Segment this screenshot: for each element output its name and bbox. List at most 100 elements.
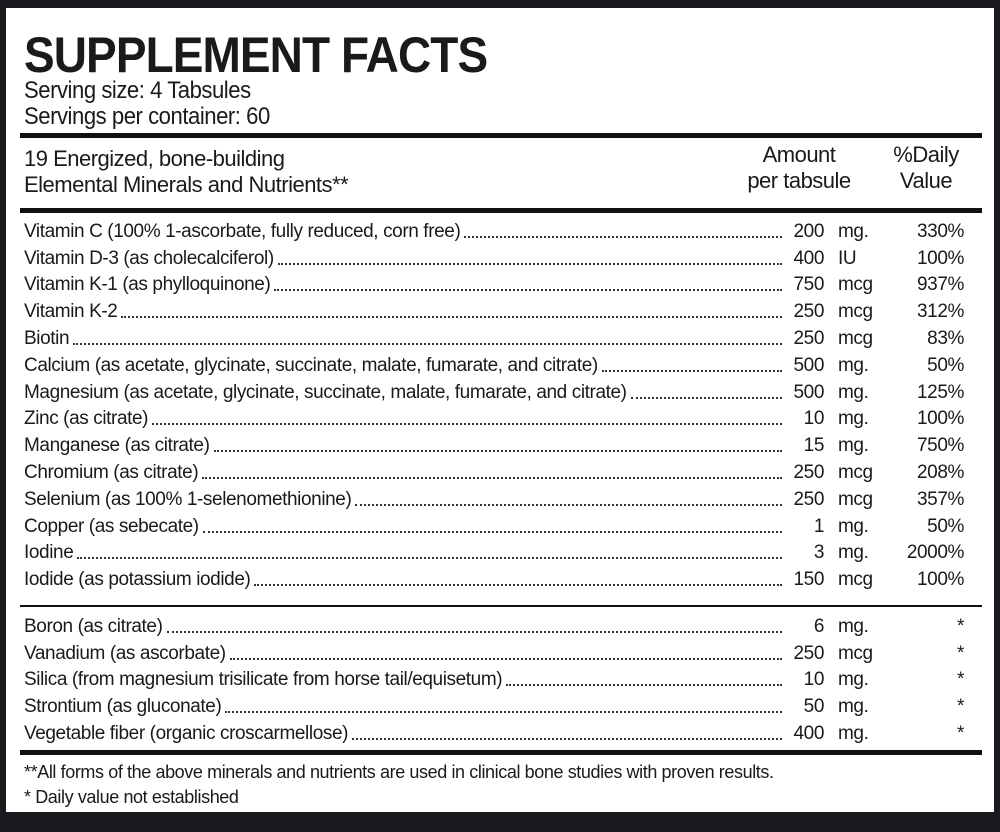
daily-value: 357%	[917, 488, 964, 510]
unit: mcg	[838, 461, 873, 483]
supplement-facts-panel: SUPPLEMENT FACTS Serving size: 4 Tabsule…	[6, 8, 994, 812]
unit: mg.	[838, 615, 869, 637]
nutrient-name: Selenium (as 100% 1-selenomethionine)	[24, 488, 352, 510]
daily-value: *	[957, 722, 964, 744]
dot-leader	[274, 289, 782, 292]
nutrient-name: Vitamin K-1 (as phylloquinone)	[24, 274, 271, 296]
dot-leader	[202, 530, 782, 533]
amount: 400	[793, 247, 824, 269]
unit: mg.	[838, 542, 869, 564]
daily-value: 100%	[917, 569, 964, 591]
unit: mg.	[838, 381, 869, 403]
dot-leader	[166, 630, 782, 633]
header-description: 19 Energized, bone-building Elemental Mi…	[24, 146, 349, 198]
nutrient-row: Vanadium (as ascorbate) 250 mcg *	[24, 638, 964, 665]
dot-leader	[352, 737, 782, 740]
unit: mg.	[838, 696, 869, 718]
daily-value: *	[957, 669, 964, 691]
header-dv-line: Value	[899, 168, 953, 193]
nutrient-row: Calcium (as acetate, glycinate, succinat…	[24, 350, 964, 377]
dot-leader	[73, 342, 782, 345]
unit: mcg	[838, 274, 873, 296]
daily-value: *	[957, 615, 964, 637]
nutrient-row: Iodide (as potassium iodide) 150 mcg 100%	[24, 564, 964, 591]
unit: mg.	[838, 354, 869, 376]
daily-value: 312%	[917, 301, 964, 323]
dot-leader	[152, 423, 782, 426]
daily-value: *	[957, 642, 964, 664]
daily-value: 2000%	[906, 542, 965, 564]
nutrient-name: Manganese (as citrate)	[24, 435, 210, 457]
dot-leader	[355, 503, 782, 506]
amount: 250	[793, 301, 824, 323]
footnote-daily-value: * Daily value not established	[24, 787, 239, 807]
servings-per-container: Servings per container: 60	[24, 103, 270, 130]
amount: 6	[813, 615, 825, 637]
nutrient-row: Strontium (as gluconate) 50 mg. *	[24, 691, 964, 718]
nutrient-row: Manganese (as citrate) 15 mg. 750%	[24, 430, 964, 457]
nutrient-row: Boron (as citrate) 6 mg. *	[24, 611, 964, 638]
daily-value: 125%	[917, 381, 964, 403]
unit: mcg	[838, 301, 873, 323]
divider-thin	[20, 605, 982, 607]
amount: 500	[793, 354, 824, 376]
footnote-forms: **All forms of the above minerals and nu…	[24, 762, 774, 782]
dot-leader	[229, 657, 782, 660]
nutrient-row: Copper (as sebecate) 1 mg. 50%	[24, 511, 964, 538]
amount: 250	[793, 461, 824, 483]
daily-value: *	[957, 696, 964, 718]
unit: mg.	[838, 722, 869, 744]
unit: mcg	[838, 642, 873, 664]
nutrient-name: Zinc (as citrate)	[24, 408, 149, 430]
nutrient-name: Copper (as sebecate)	[24, 515, 199, 537]
dot-leader	[464, 235, 782, 238]
nutrient-name: Vitamin K-2	[24, 301, 118, 323]
amount: 15	[803, 435, 825, 457]
nutrient-row: Silica (from magnesium trisilicate from …	[24, 665, 964, 692]
amount: 750	[793, 274, 824, 296]
amount: 500	[793, 381, 824, 403]
amount: 250	[793, 327, 824, 349]
divider-thick	[20, 750, 982, 755]
nutrient-name: Strontium (as gluconate)	[24, 696, 222, 718]
nutrient-name: Vitamin D-3 (as cholecalciferol)	[24, 247, 274, 269]
amount: 250	[793, 642, 824, 664]
header-amount: Amount per tabsule	[734, 142, 864, 194]
nutrient-name: Silica (from magnesium trisilicate from …	[24, 669, 503, 691]
amount: 400	[793, 722, 824, 744]
header-amount-line: Amount	[762, 142, 836, 167]
header-desc-line: Elemental Minerals and Nutrients**	[24, 172, 349, 197]
daily-value: 937%	[917, 274, 964, 296]
amount: 1	[813, 515, 825, 537]
nutrient-name: Vegetable fiber (organic croscarmellose)	[24, 722, 349, 744]
amount: 3	[813, 542, 825, 564]
nutrient-row: Magnesium (as acetate, glycinate, succin…	[24, 377, 964, 404]
unit: mcg	[838, 488, 873, 510]
unit: mg.	[838, 408, 869, 430]
nutrient-row: Iodine 3 mg. 2000%	[24, 538, 964, 565]
amount: 150	[793, 569, 824, 591]
unit: mg.	[838, 435, 869, 457]
header-dv-line: %Daily	[893, 142, 959, 167]
daily-value: 750%	[917, 435, 964, 457]
unit: mg.	[838, 515, 869, 537]
nutrient-name: Chromium (as citrate)	[24, 461, 199, 483]
nutrient-row: Chromium (as citrate) 250 mcg 208%	[24, 457, 964, 484]
amount: 200	[793, 220, 824, 242]
divider-thick	[20, 133, 982, 138]
amount: 10	[803, 669, 825, 691]
dot-leader	[225, 711, 782, 714]
nutrient-name: Iodide (as potassium iodide)	[24, 569, 251, 591]
nutrient-row: Biotin 250 mcg 83%	[24, 323, 964, 350]
daily-value: 50%	[927, 354, 964, 376]
daily-value: 100%	[917, 247, 964, 269]
divider-thick	[20, 208, 982, 213]
nutrient-name: Boron (as citrate)	[24, 615, 163, 637]
dot-leader	[254, 584, 782, 587]
other-ingredient-list: Boron (as citrate) 6 mg. * Vanadium (as asco…	[24, 611, 964, 745]
amount: 50	[803, 696, 825, 718]
nutrient-name: Biotin	[24, 327, 70, 349]
dot-leader	[630, 396, 782, 399]
dot-leader	[77, 557, 782, 560]
daily-value: 330%	[917, 220, 964, 242]
